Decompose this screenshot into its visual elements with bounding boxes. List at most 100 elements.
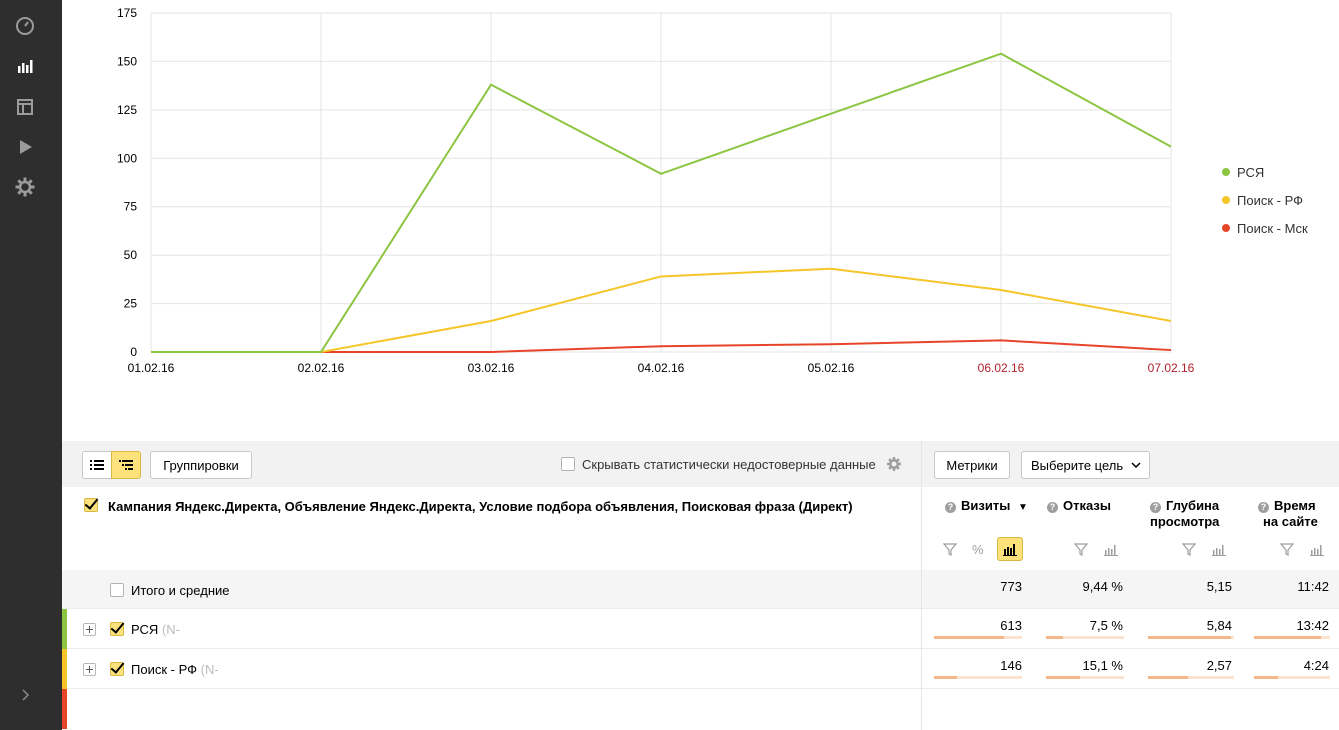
- metric-bar: [1254, 676, 1279, 679]
- metric-bar: [1046, 636, 1064, 639]
- legend-dot: [1222, 224, 1230, 232]
- totals-row: Итого и средние 773 9,44 % 5,15 11:42: [62, 570, 1339, 609]
- totals-label: Итого и средние: [131, 583, 230, 598]
- x-tick-label: 01.02.16: [128, 361, 175, 375]
- hide-unreliable-checkbox[interactable]: [561, 457, 575, 471]
- metric-title-line2: просмотра: [1150, 514, 1220, 529]
- chevron-right-icon[interactable]: [14, 684, 36, 706]
- bar-chart-toggle-active[interactable]: [997, 537, 1023, 561]
- metric-bar: [1148, 636, 1231, 639]
- bar-chart-icon[interactable]: [1310, 542, 1324, 556]
- metric-bar-track: [934, 676, 1022, 679]
- metric-bar: [1148, 676, 1188, 679]
- row-depth: 2,57: [1206, 658, 1232, 673]
- divider: [921, 441, 922, 487]
- series-color-strip: [62, 689, 67, 729]
- bar-chart-icon[interactable]: [1104, 542, 1118, 556]
- x-tick-label: 07.02.16: [1148, 361, 1195, 375]
- reports-icon[interactable]: [14, 55, 36, 77]
- metric-header-time[interactable]: ? Время на сайте: [1258, 498, 1318, 530]
- y-tick-label: 0: [130, 345, 137, 359]
- list-icon: [90, 460, 104, 470]
- settings-gear-icon[interactable]: [886, 456, 902, 472]
- chevron-down-icon: [1131, 461, 1141, 468]
- divider: [921, 609, 922, 649]
- metric-title: Глубина: [1166, 498, 1220, 513]
- row-label: РСЯ (N-: [131, 622, 180, 637]
- tree-view-button[interactable]: [111, 451, 141, 479]
- list-view-button[interactable]: [82, 451, 112, 479]
- row-checkbox[interactable]: [110, 622, 124, 636]
- x-tick-label: 03.02.16: [468, 361, 515, 375]
- groupings-button[interactable]: Группировки: [150, 451, 252, 479]
- y-tick-label: 100: [117, 151, 137, 165]
- table-row[interactable]: Поиск - РФ (N- 146 15,1 % 2,57 4:24: [62, 649, 1339, 689]
- goal-select[interactable]: Выберите цель: [1021, 451, 1150, 479]
- percent-icon[interactable]: %: [972, 542, 984, 557]
- metrics-button[interactable]: Метрики: [934, 451, 1010, 479]
- totals-checkbox[interactable]: [110, 583, 124, 597]
- metric-bar: [1046, 676, 1081, 679]
- row-checkbox[interactable]: [110, 662, 124, 676]
- row-bounces: 7,5 %: [1089, 618, 1123, 633]
- play-icon[interactable]: [14, 136, 36, 158]
- chart-area: 0 25 50 75 100 125 150 175 01.02.16 02.02.16 03.02…: [62, 0, 1339, 440]
- filter-icon[interactable]: [943, 542, 957, 556]
- goal-select-label: Выберите цель: [1031, 457, 1124, 473]
- legend-label: РСЯ: [1237, 164, 1265, 180]
- row-visits: 146: [1000, 658, 1022, 673]
- total-bounces: 9,44 %: [1082, 579, 1123, 594]
- hide-unreliable-label: Скрывать статистически недостоверные дан…: [582, 457, 876, 472]
- x-tick-label: 05.02.16: [808, 361, 855, 375]
- legend-dot: [1222, 196, 1230, 204]
- report-toolbar: Группировки Скрывать статистически недос…: [62, 441, 1339, 487]
- series-line[interactable]: [151, 52, 1172, 353]
- dimensions-checkbox[interactable]: [84, 498, 98, 512]
- help-icon[interactable]: ?: [1258, 502, 1269, 513]
- total-time: 11:42: [1297, 579, 1329, 594]
- y-tick-label: 75: [124, 200, 138, 214]
- divider: [921, 649, 922, 689]
- table-row[interactable]: [62, 689, 1339, 730]
- legend-item-search-rf[interactable]: Поиск - РФ: [1222, 186, 1308, 214]
- metric-header-bounces[interactable]: ? Отказы: [1047, 498, 1111, 514]
- y-tick-label: 150: [117, 54, 137, 68]
- metric-header-depth[interactable]: ? Глубина просмотра: [1150, 498, 1219, 530]
- divider: [921, 689, 922, 730]
- tree-icon: [119, 460, 133, 470]
- sort-desc-icon[interactable]: ▼: [1017, 502, 1028, 513]
- filter-icon[interactable]: [1280, 542, 1294, 556]
- help-icon[interactable]: ?: [1047, 502, 1058, 513]
- help-icon[interactable]: ?: [945, 502, 956, 513]
- chart-legend: РСЯ Поиск - РФ Поиск - Мск: [1222, 158, 1308, 242]
- table-row[interactable]: РСЯ (N- 613 7,5 % 5,84 13:42: [62, 609, 1339, 649]
- filter-icon[interactable]: [1182, 542, 1196, 556]
- legend-dot: [1222, 168, 1230, 176]
- expand-toggle[interactable]: [83, 623, 96, 636]
- expand-toggle[interactable]: [83, 663, 96, 676]
- table-header: Кампания Яндекс.Директа, Объявление Янде…: [62, 487, 1339, 570]
- row-time: 4:24: [1303, 658, 1329, 673]
- row-depth: 5,84: [1206, 618, 1232, 633]
- gear-icon[interactable]: [14, 176, 36, 198]
- sidebar: [0, 0, 62, 730]
- x-tick-label: 04.02.16: [638, 361, 685, 375]
- bar-chart-icon: [1003, 544, 1017, 556]
- metric-bar: [934, 676, 957, 679]
- filter-icon[interactable]: [1074, 542, 1088, 556]
- row-time: 13:42: [1296, 618, 1329, 633]
- bar-chart-icon[interactable]: [1212, 542, 1226, 556]
- metric-title-line2: на сайте: [1263, 514, 1318, 529]
- x-tick-label: 02.02.16: [298, 361, 345, 375]
- layout-icon[interactable]: [14, 96, 36, 118]
- legend-item-rsya[interactable]: РСЯ: [1222, 158, 1308, 186]
- line-chart: 0 25 50 75 100 125 150 175 01.02.16 02.02.16 03.02…: [117, 6, 1195, 375]
- legend-item-search-msk[interactable]: Поиск - Мск: [1222, 214, 1308, 242]
- dashboard-icon[interactable]: [14, 15, 36, 37]
- series-color-strip: [62, 649, 67, 689]
- metric-title: Отказы: [1063, 498, 1111, 513]
- metric-header-visits[interactable]: ? Визиты ▼: [945, 498, 1028, 516]
- help-icon[interactable]: ?: [1150, 502, 1161, 513]
- divider: [921, 487, 922, 570]
- metric-bar-track: [1046, 676, 1124, 679]
